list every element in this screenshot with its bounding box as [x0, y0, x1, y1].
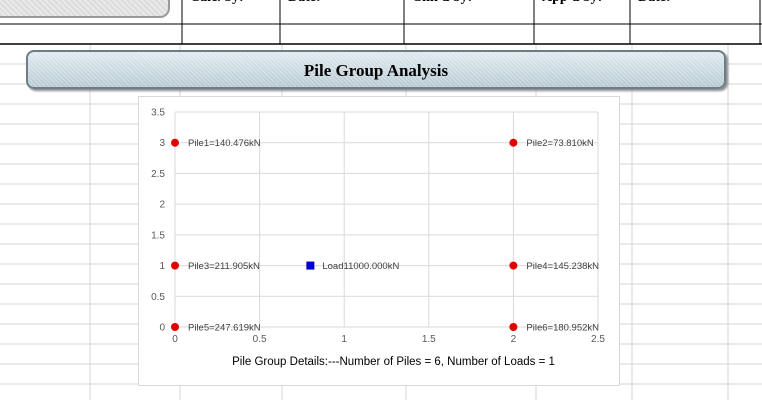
- pile-point: [509, 261, 518, 270]
- x-tick-label: 0.5: [253, 334, 267, 345]
- date-approved-cell: Date:: [632, 0, 671, 24]
- y-tick-label: 2.5: [151, 169, 165, 180]
- page-title: Pile Group Analysis: [303, 61, 449, 80]
- pile-point: [509, 138, 518, 147]
- pile-label: Pile6=180.952kN: [526, 323, 599, 334]
- x-tick-label: 0: [172, 334, 178, 345]
- load-point: [306, 261, 315, 270]
- y-tick-label: 0: [159, 323, 165, 334]
- pile-label: Pile3=211.905kN: [188, 261, 260, 272]
- pile-point: [171, 323, 179, 331]
- date-cell: Date:: [282, 0, 321, 24]
- title-block-frame: [0, 0, 170, 18]
- y-tick-label: 3.5: [151, 108, 165, 119]
- chart-caption: Pile Group Details:---Number of Piles = …: [232, 356, 555, 368]
- x-tick-label: 2: [511, 334, 517, 345]
- pile-label: Pile5=247.619kN: [188, 323, 261, 334]
- checked-by-cell: Chk'd by:: [406, 0, 472, 24]
- pile-point: [171, 261, 179, 270]
- calc-by-cell: Calc. by:: [184, 0, 244, 24]
- pile-label: Pile2=73.810kN: [526, 138, 593, 149]
- section-header-bar: Pile Group Analysis: [26, 50, 726, 89]
- y-tick-label: 0.5: [151, 292, 165, 303]
- pile-label: Pile4=145.238kN: [526, 261, 599, 272]
- pile-label: Pile1=140.476kN: [188, 138, 261, 149]
- pile-point: [509, 323, 518, 331]
- load-label: Load11000.000kN: [322, 261, 399, 272]
- pile-point: [171, 138, 179, 147]
- y-tick-label: 3: [159, 138, 165, 149]
- x-tick-label: 1.5: [422, 334, 436, 345]
- approved-by-cell: App'd by:: [536, 0, 602, 24]
- x-tick-label: 2.5: [591, 334, 605, 345]
- pile-group-chart: 0 0.5 1 1.5 2 2.5 0 0.5 1 1.5 2 2.5 3 3.5 Pile1=140.47…: [151, 108, 605, 369]
- x-tick-label: 1: [341, 334, 347, 345]
- chart-panel[interactable]: 0 0.5 1 1.5 2 2.5 0 0.5 1 1.5 2 2.5 3 3.5 Pile1=140.47…: [138, 96, 620, 386]
- y-tick-label: 1: [159, 261, 165, 272]
- y-tick-label: 1.5: [151, 230, 165, 241]
- y-tick-label: 2: [159, 200, 165, 211]
